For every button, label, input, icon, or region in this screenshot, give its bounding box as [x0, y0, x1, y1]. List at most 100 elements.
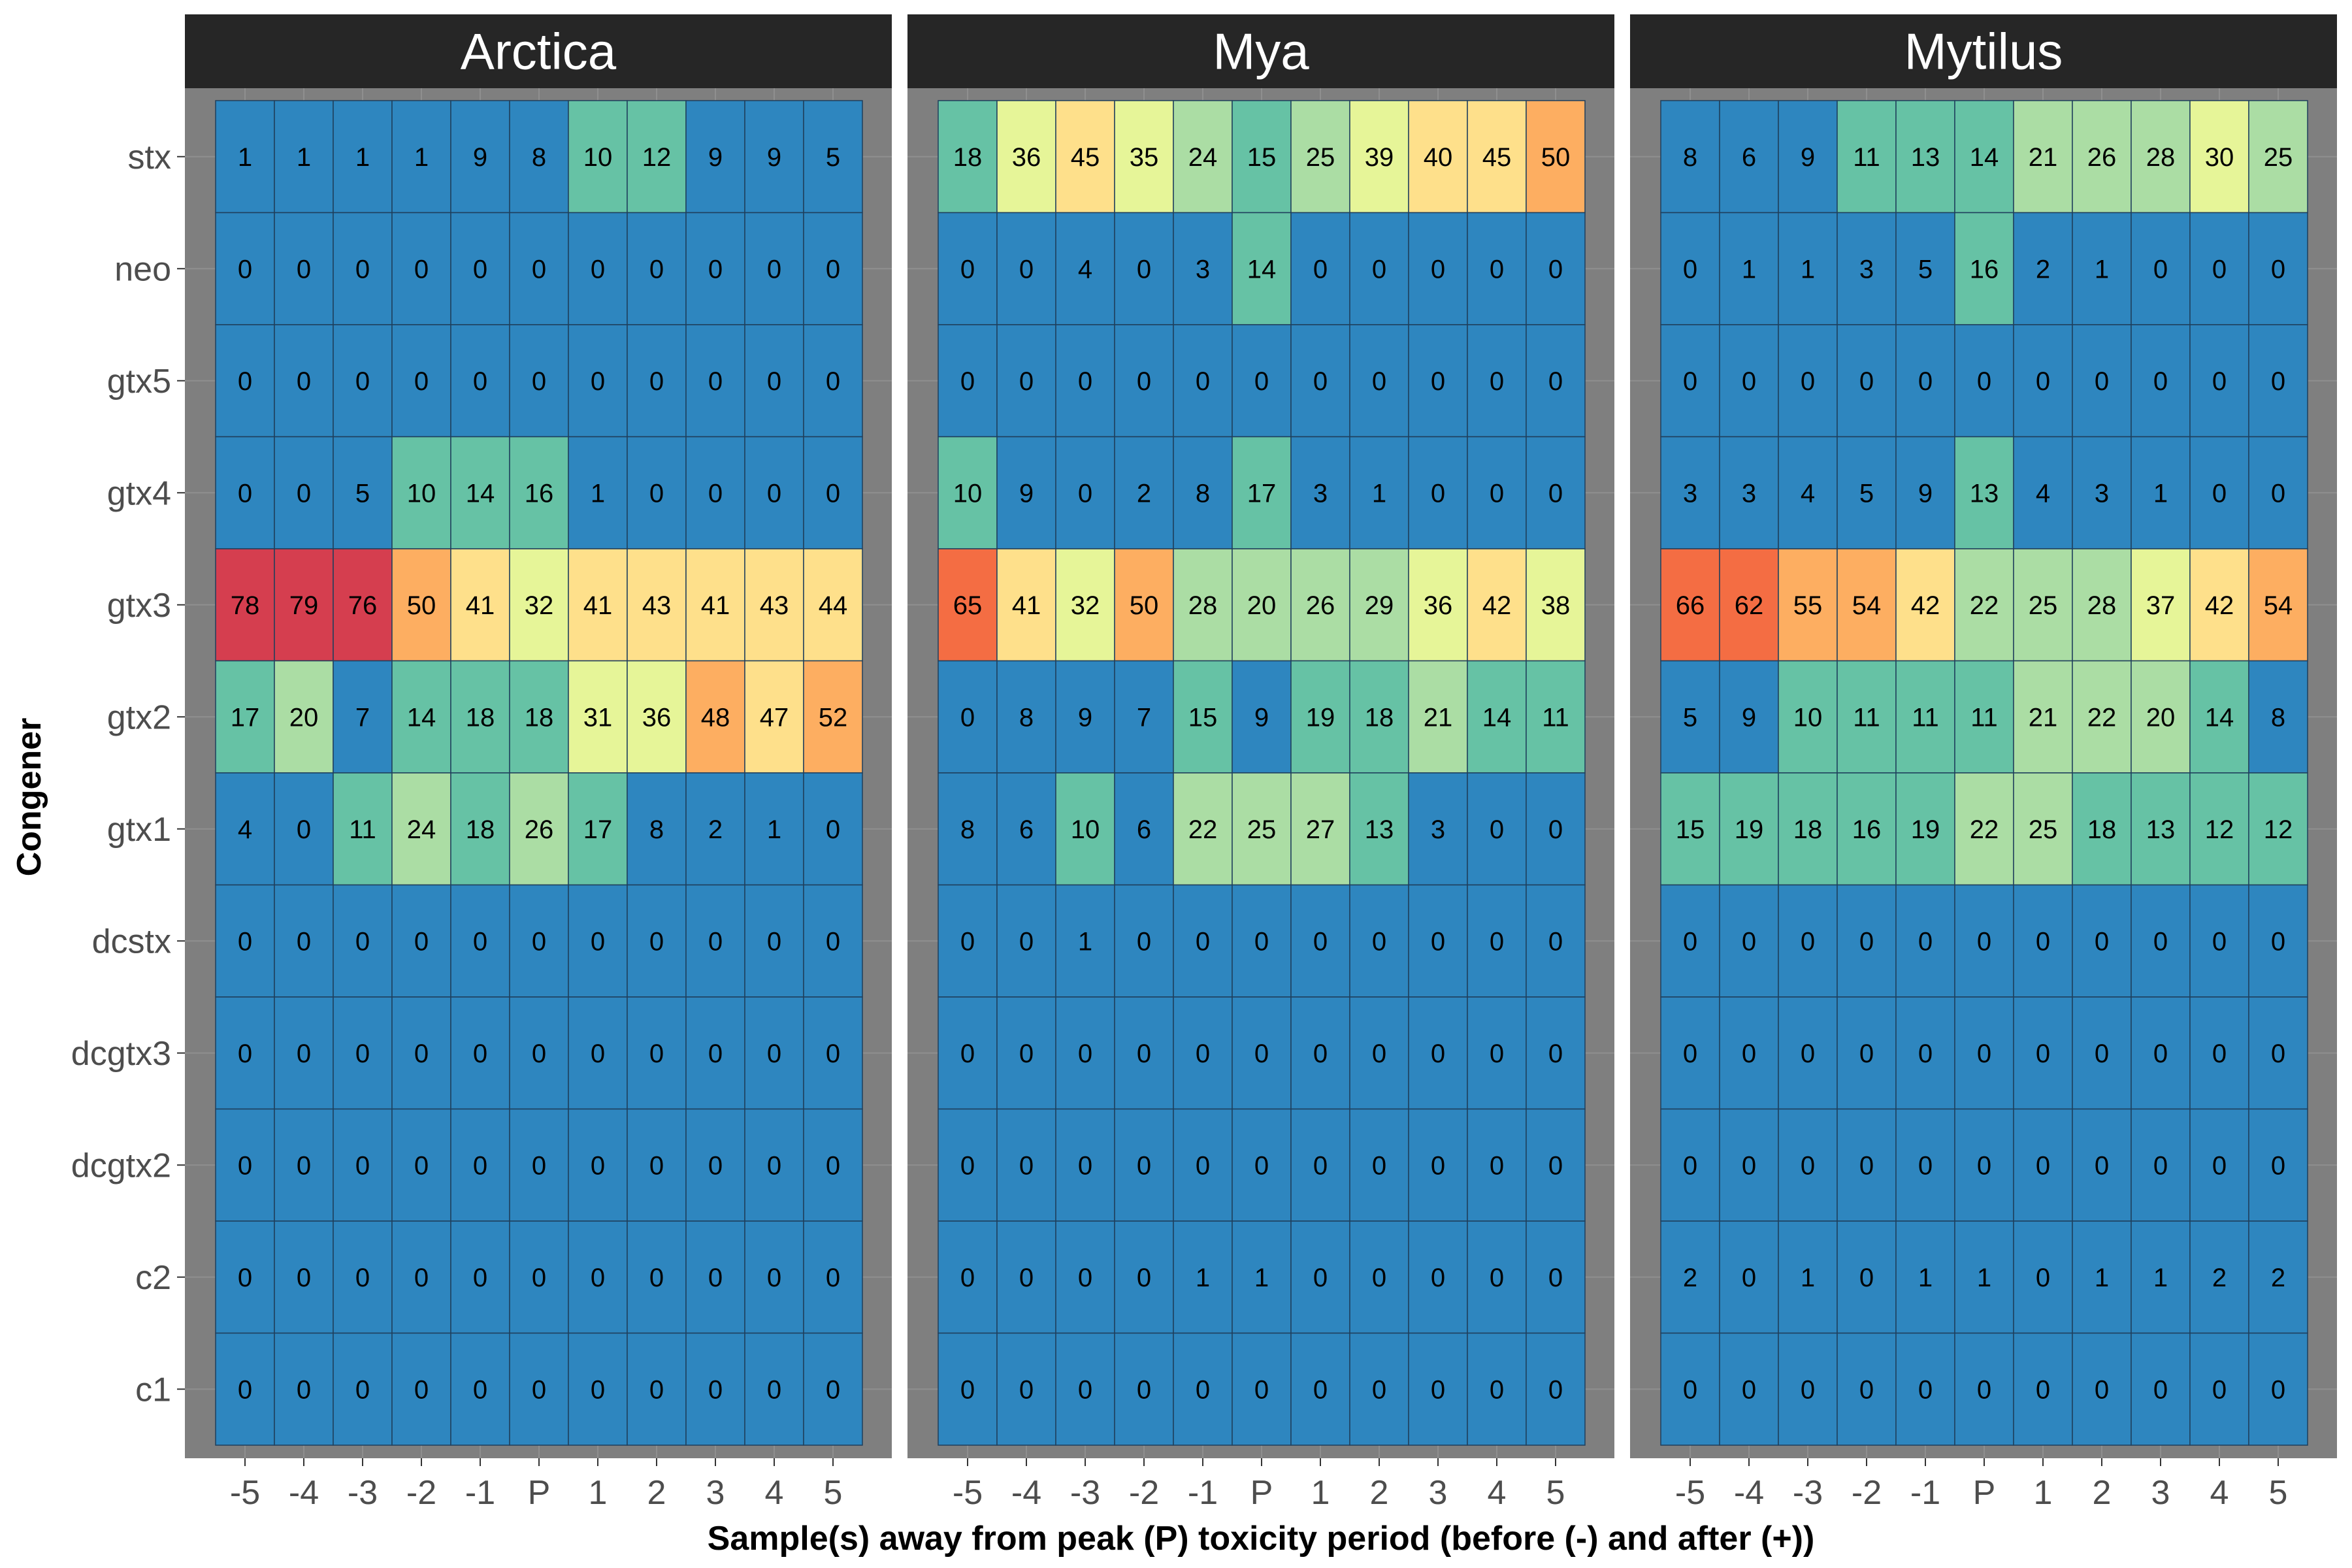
cell-label: 11 [1542, 703, 1569, 732]
cell-label: 48 [701, 703, 730, 732]
cell-label: 22 [1970, 591, 1999, 620]
heatmap-cell [1408, 548, 1468, 662]
cell-label: 1 [414, 143, 429, 172]
heatmap-cell [1055, 772, 1115, 886]
heatmap-cell [627, 436, 687, 549]
heatmap-cell [2248, 1332, 2308, 1446]
cell-label: 0 [960, 703, 975, 732]
heatmap-cell [509, 1332, 569, 1446]
cell-label: 0 [826, 815, 840, 844]
heatmap-cell [1467, 884, 1527, 998]
cell-label: 45 [1482, 143, 1512, 172]
heatmap-cell [1837, 772, 1897, 886]
cell-label: 0 [767, 1375, 781, 1404]
cell-label: 0 [1137, 1151, 1151, 1180]
heatmap-cell [2131, 436, 2191, 549]
heatmap-cell [1349, 1108, 1409, 1222]
cell-label: 0 [238, 1039, 252, 1068]
heatmap-cell [1778, 660, 1838, 774]
cell-label: 0 [1313, 1375, 1328, 1404]
cell-label: 8 [532, 143, 546, 172]
heatmap-cell [1232, 324, 1292, 438]
heatmap-cell [1232, 884, 1292, 998]
heatmap-cell [568, 996, 628, 1110]
cell-label: 0 [1254, 367, 1269, 396]
x-tick-label: -4 [289, 1474, 319, 1512]
cell-label: 0 [767, 367, 781, 396]
cell-label: 42 [2205, 591, 2234, 620]
cell-label: 5 [355, 479, 370, 508]
facet-strip [185, 14, 892, 88]
heatmap-cell [2013, 212, 2073, 325]
heatmap-cell [333, 100, 393, 214]
heatmap-cell [627, 660, 687, 774]
heatmap-cell [1837, 996, 1897, 1110]
cell-label: 0 [2153, 255, 2168, 284]
heatmap-cell [2189, 884, 2249, 998]
heatmap-cell [2248, 772, 2308, 886]
heatmap-cell [1895, 772, 1955, 886]
cell-label: 0 [532, 367, 546, 396]
heatmap-cell [391, 660, 451, 774]
heatmap-cell [391, 996, 451, 1110]
cell-label: 0 [1372, 1375, 1386, 1404]
cell-label: 0 [297, 1264, 311, 1292]
cell-label: 22 [1970, 815, 1999, 844]
cell-label: 2 [708, 815, 723, 844]
heatmap-cell [568, 1332, 628, 1446]
x-tick-label: 4 [2210, 1474, 2229, 1512]
cell-label: 0 [1431, 1039, 1445, 1068]
cell-label: 0 [2095, 1375, 2109, 1404]
cell-label: 0 [649, 367, 664, 396]
cell-label: 6 [1019, 815, 1034, 844]
cell-label: 10 [583, 143, 613, 172]
cell-label: 1 [767, 815, 781, 844]
cell-label: 41 [1012, 591, 1041, 620]
heatmap-cell [1467, 436, 1527, 549]
y-tick-label: c2 [135, 1259, 171, 1297]
heatmap-cell [1895, 1220, 1955, 1334]
cell-label: 0 [1431, 367, 1445, 396]
heatmap-cell [1719, 772, 1779, 886]
cell-label: 0 [1431, 1264, 1445, 1292]
heatmap-cell [1290, 660, 1350, 774]
cell-label: 18 [466, 703, 495, 732]
heatmap-cell [274, 436, 334, 549]
cell-label: 50 [1130, 591, 1159, 620]
heatmap-cell [333, 660, 393, 774]
cell-label: 40 [1424, 143, 1453, 172]
x-tick-label: 1 [1311, 1474, 1330, 1512]
cell-label: 0 [1548, 1039, 1563, 1068]
x-tick-label: -1 [1910, 1474, 1940, 1512]
heatmap-cell [1719, 1108, 1779, 1222]
cell-label: 0 [708, 367, 723, 396]
cell-label: 19 [1911, 815, 1940, 844]
heatmap-cell [450, 772, 510, 886]
cell-label: 41 [583, 591, 613, 620]
heatmap-cell [744, 884, 804, 998]
heatmap-cell [803, 772, 863, 886]
heatmap-cell [938, 548, 998, 662]
heatmap-cell [685, 548, 745, 662]
cell-label: 25 [2029, 815, 2058, 844]
cell-label: 0 [649, 1375, 664, 1404]
cell-label: 12 [642, 143, 672, 172]
cell-label: 26 [525, 815, 554, 844]
cell-label: 0 [591, 255, 605, 284]
cell-label: 0 [826, 1151, 840, 1180]
cell-label: 0 [960, 927, 975, 956]
heatmap-cell [2189, 212, 2249, 325]
x-tick-label: 4 [1488, 1474, 1507, 1512]
cell-label: 0 [1254, 927, 1269, 956]
cell-label: 16 [1970, 255, 1999, 284]
cell-label: 2 [2212, 1264, 2227, 1292]
cell-label: 0 [1490, 255, 1504, 284]
cell-label: 0 [591, 1264, 605, 1292]
cell-label: 1 [297, 143, 311, 172]
cell-label: 0 [1801, 1039, 1815, 1068]
heatmap-cell [1895, 212, 1955, 325]
heatmap-cell [391, 548, 451, 662]
cell-label: 0 [708, 479, 723, 508]
cell-label: 0 [1801, 367, 1815, 396]
